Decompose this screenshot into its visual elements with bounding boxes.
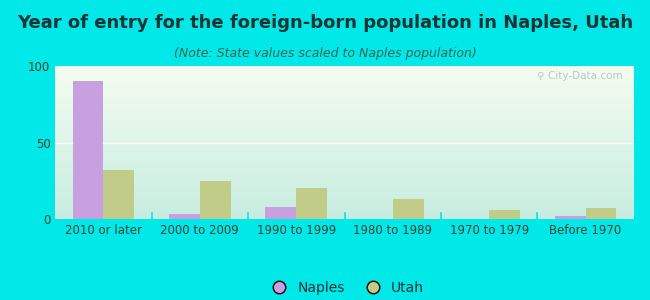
Bar	[586, 208, 616, 219]
Bar	[265, 207, 296, 219]
Bar	[554, 216, 586, 219]
Bar	[103, 170, 135, 219]
Text: Year of entry for the foreign-born population in Naples, Utah: Year of entry for the foreign-born popul…	[17, 14, 633, 32]
Bar	[169, 214, 200, 219]
Text: (Note: State values scaled to Naples population): (Note: State values scaled to Naples pop…	[174, 46, 476, 59]
Bar	[200, 181, 231, 219]
Bar	[393, 199, 424, 219]
Legend: Naples, Utah: Naples, Utah	[260, 276, 429, 300]
Bar	[489, 210, 520, 219]
Bar	[296, 188, 327, 219]
Bar	[73, 81, 103, 219]
Text: ⚲ City-Data.com: ⚲ City-Data.com	[536, 70, 622, 81]
